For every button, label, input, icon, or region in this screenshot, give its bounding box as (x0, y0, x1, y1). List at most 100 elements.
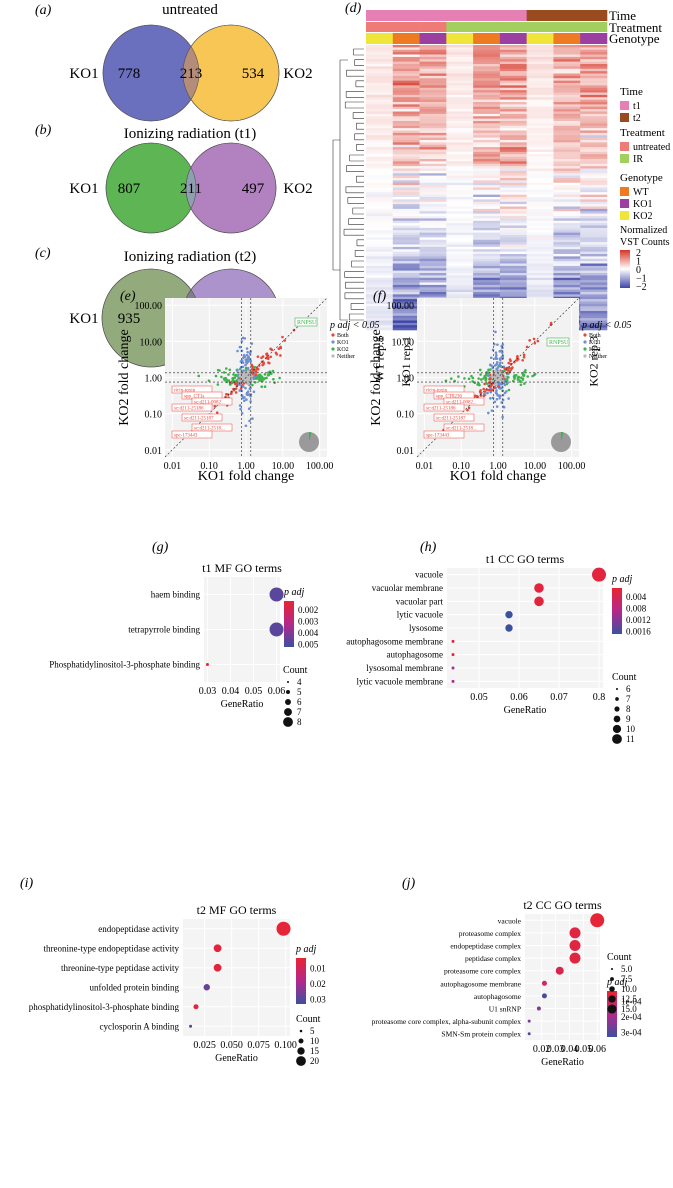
scatter-legend-label: Neither (337, 354, 355, 360)
heatmap-cell (419, 97, 447, 100)
count-legend-dot (286, 680, 290, 684)
scatter-y-axis-label: KO2 fold change (369, 329, 384, 425)
heatmap-cell (392, 311, 420, 314)
go-term-dot (203, 984, 210, 991)
heatmap-cell (419, 64, 447, 67)
heatmap-cell (526, 106, 554, 110)
count-legend-dot (609, 986, 615, 992)
heatmap-cell (526, 56, 554, 60)
heatmap-cell (473, 235, 501, 238)
heatmap-cell (392, 199, 420, 203)
fold-change-point (244, 366, 248, 370)
dendrogram-branch (356, 144, 364, 151)
heatmap-cell (392, 161, 420, 165)
heatmap-cell (419, 235, 447, 238)
fold-change-point (467, 377, 471, 381)
fold-change-point (267, 357, 270, 361)
fold-change-point (254, 373, 258, 376)
heatmap-cell (446, 273, 474, 276)
heatmap-cell (419, 52, 447, 55)
go-term-dot (189, 1024, 193, 1028)
count-legend-dot (285, 689, 291, 695)
heatmap-cell (419, 254, 447, 257)
heatmap-cell (419, 239, 447, 243)
heatmap-cell (473, 140, 501, 143)
count-legend-dot (614, 706, 620, 712)
heatmap-cell (473, 254, 501, 257)
heatmap-cell (553, 99, 581, 103)
heatmap-column-label: KO2 rep.3 (587, 336, 601, 387)
heatmap-cell (499, 201, 527, 205)
heatmap-cell (446, 254, 474, 257)
fold-change-point (241, 396, 245, 400)
heatmap-cell (553, 73, 581, 77)
heatmap-cell (366, 204, 394, 207)
fold-change-point (467, 406, 471, 410)
heatmap-cell (446, 275, 474, 279)
time-annotation-cell (553, 10, 581, 21)
heatmap-cell (366, 73, 394, 77)
fold-change-point (470, 374, 473, 378)
count-legend-dot (283, 717, 293, 727)
heatmap-cell (366, 232, 394, 236)
heatmap-cell (499, 258, 527, 262)
heatmap-cell (473, 197, 501, 200)
heatmap-cell (446, 156, 474, 160)
heatmap-cell (419, 73, 447, 77)
heatmap-cell (499, 211, 527, 214)
heatmap-cell (446, 102, 474, 105)
treatment-annotation-cell (526, 22, 554, 32)
venn-left-outline (105, 142, 197, 234)
heatmap-cell (580, 235, 608, 238)
fold-change-point (254, 370, 258, 374)
heatmap-cell (392, 123, 420, 127)
venn-overlap-count: 211 (180, 181, 202, 197)
heatmap-cell (392, 147, 420, 150)
count-legend-label: 11 (626, 734, 635, 744)
heatmap-cell (526, 232, 554, 236)
heatmap-cell (553, 149, 581, 153)
fold-change-point (283, 339, 287, 342)
heatmap-cell (526, 265, 554, 269)
fold-change-point (502, 405, 506, 409)
gene-label-box (433, 413, 475, 422)
count-legend-dot (285, 699, 291, 705)
genotype-annotation-cell (419, 33, 447, 44)
heatmap-cell (392, 113, 420, 117)
fold-change-point (244, 424, 248, 428)
heatmap-cell (526, 204, 554, 207)
heatmap-cell (580, 47, 608, 51)
heatmap-cell (392, 109, 420, 112)
heatmap-cell (553, 208, 581, 212)
heatmap-cell (553, 287, 581, 290)
heatmap-cell (580, 277, 608, 281)
heatmap-cell (499, 194, 527, 198)
heatmap-cell (580, 59, 608, 62)
x-tick-label: 10.00 (524, 461, 547, 472)
heatmap-cell (446, 218, 474, 222)
legend-treatment-title: Treatment (620, 127, 665, 139)
heatmap-cell (473, 125, 501, 129)
heatmap-cell (580, 94, 608, 98)
fold-change-point (514, 373, 518, 377)
heatmap-cell (392, 211, 420, 214)
heatmap-cell (580, 299, 608, 302)
heatmap-cell (366, 220, 394, 224)
fold-change-point (501, 415, 504, 419)
heatmap-cell (580, 144, 608, 148)
heatmap-cell (526, 251, 554, 255)
heatmap-cell (499, 52, 527, 55)
fold-change-point (236, 368, 239, 372)
heatmap-cell (473, 287, 501, 290)
heatmap-cell (473, 102, 501, 105)
venn-panel-label: (c) (35, 246, 51, 261)
heatmap-cell (526, 154, 554, 157)
heatmap-cell (499, 206, 527, 210)
legend-treatment-swatch (620, 154, 629, 163)
heatmap-cell (473, 204, 501, 207)
heatmap-cell (446, 294, 474, 298)
fold-change-point (224, 376, 227, 380)
fold-change-point (251, 417, 254, 420)
